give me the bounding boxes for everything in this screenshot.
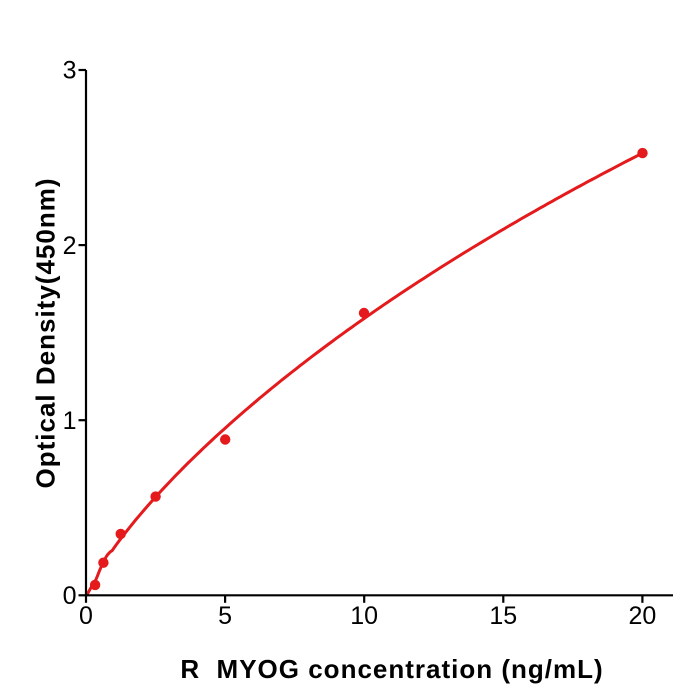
svg-text:3: 3 bbox=[63, 57, 77, 85]
svg-text:R MYOG concentration (ng/mL): R MYOG concentration (ng/mL) bbox=[180, 654, 603, 684]
svg-text:20: 20 bbox=[628, 602, 656, 630]
svg-text:5: 5 bbox=[218, 602, 232, 630]
svg-text:Optical Density(450nm): Optical Density(450nm) bbox=[31, 178, 61, 489]
svg-text:1: 1 bbox=[63, 407, 77, 435]
svg-text:15: 15 bbox=[489, 602, 517, 630]
svg-text:10: 10 bbox=[350, 602, 378, 630]
svg-text:0: 0 bbox=[63, 582, 77, 610]
svg-text:0: 0 bbox=[79, 602, 93, 630]
svg-text:2: 2 bbox=[63, 232, 77, 260]
